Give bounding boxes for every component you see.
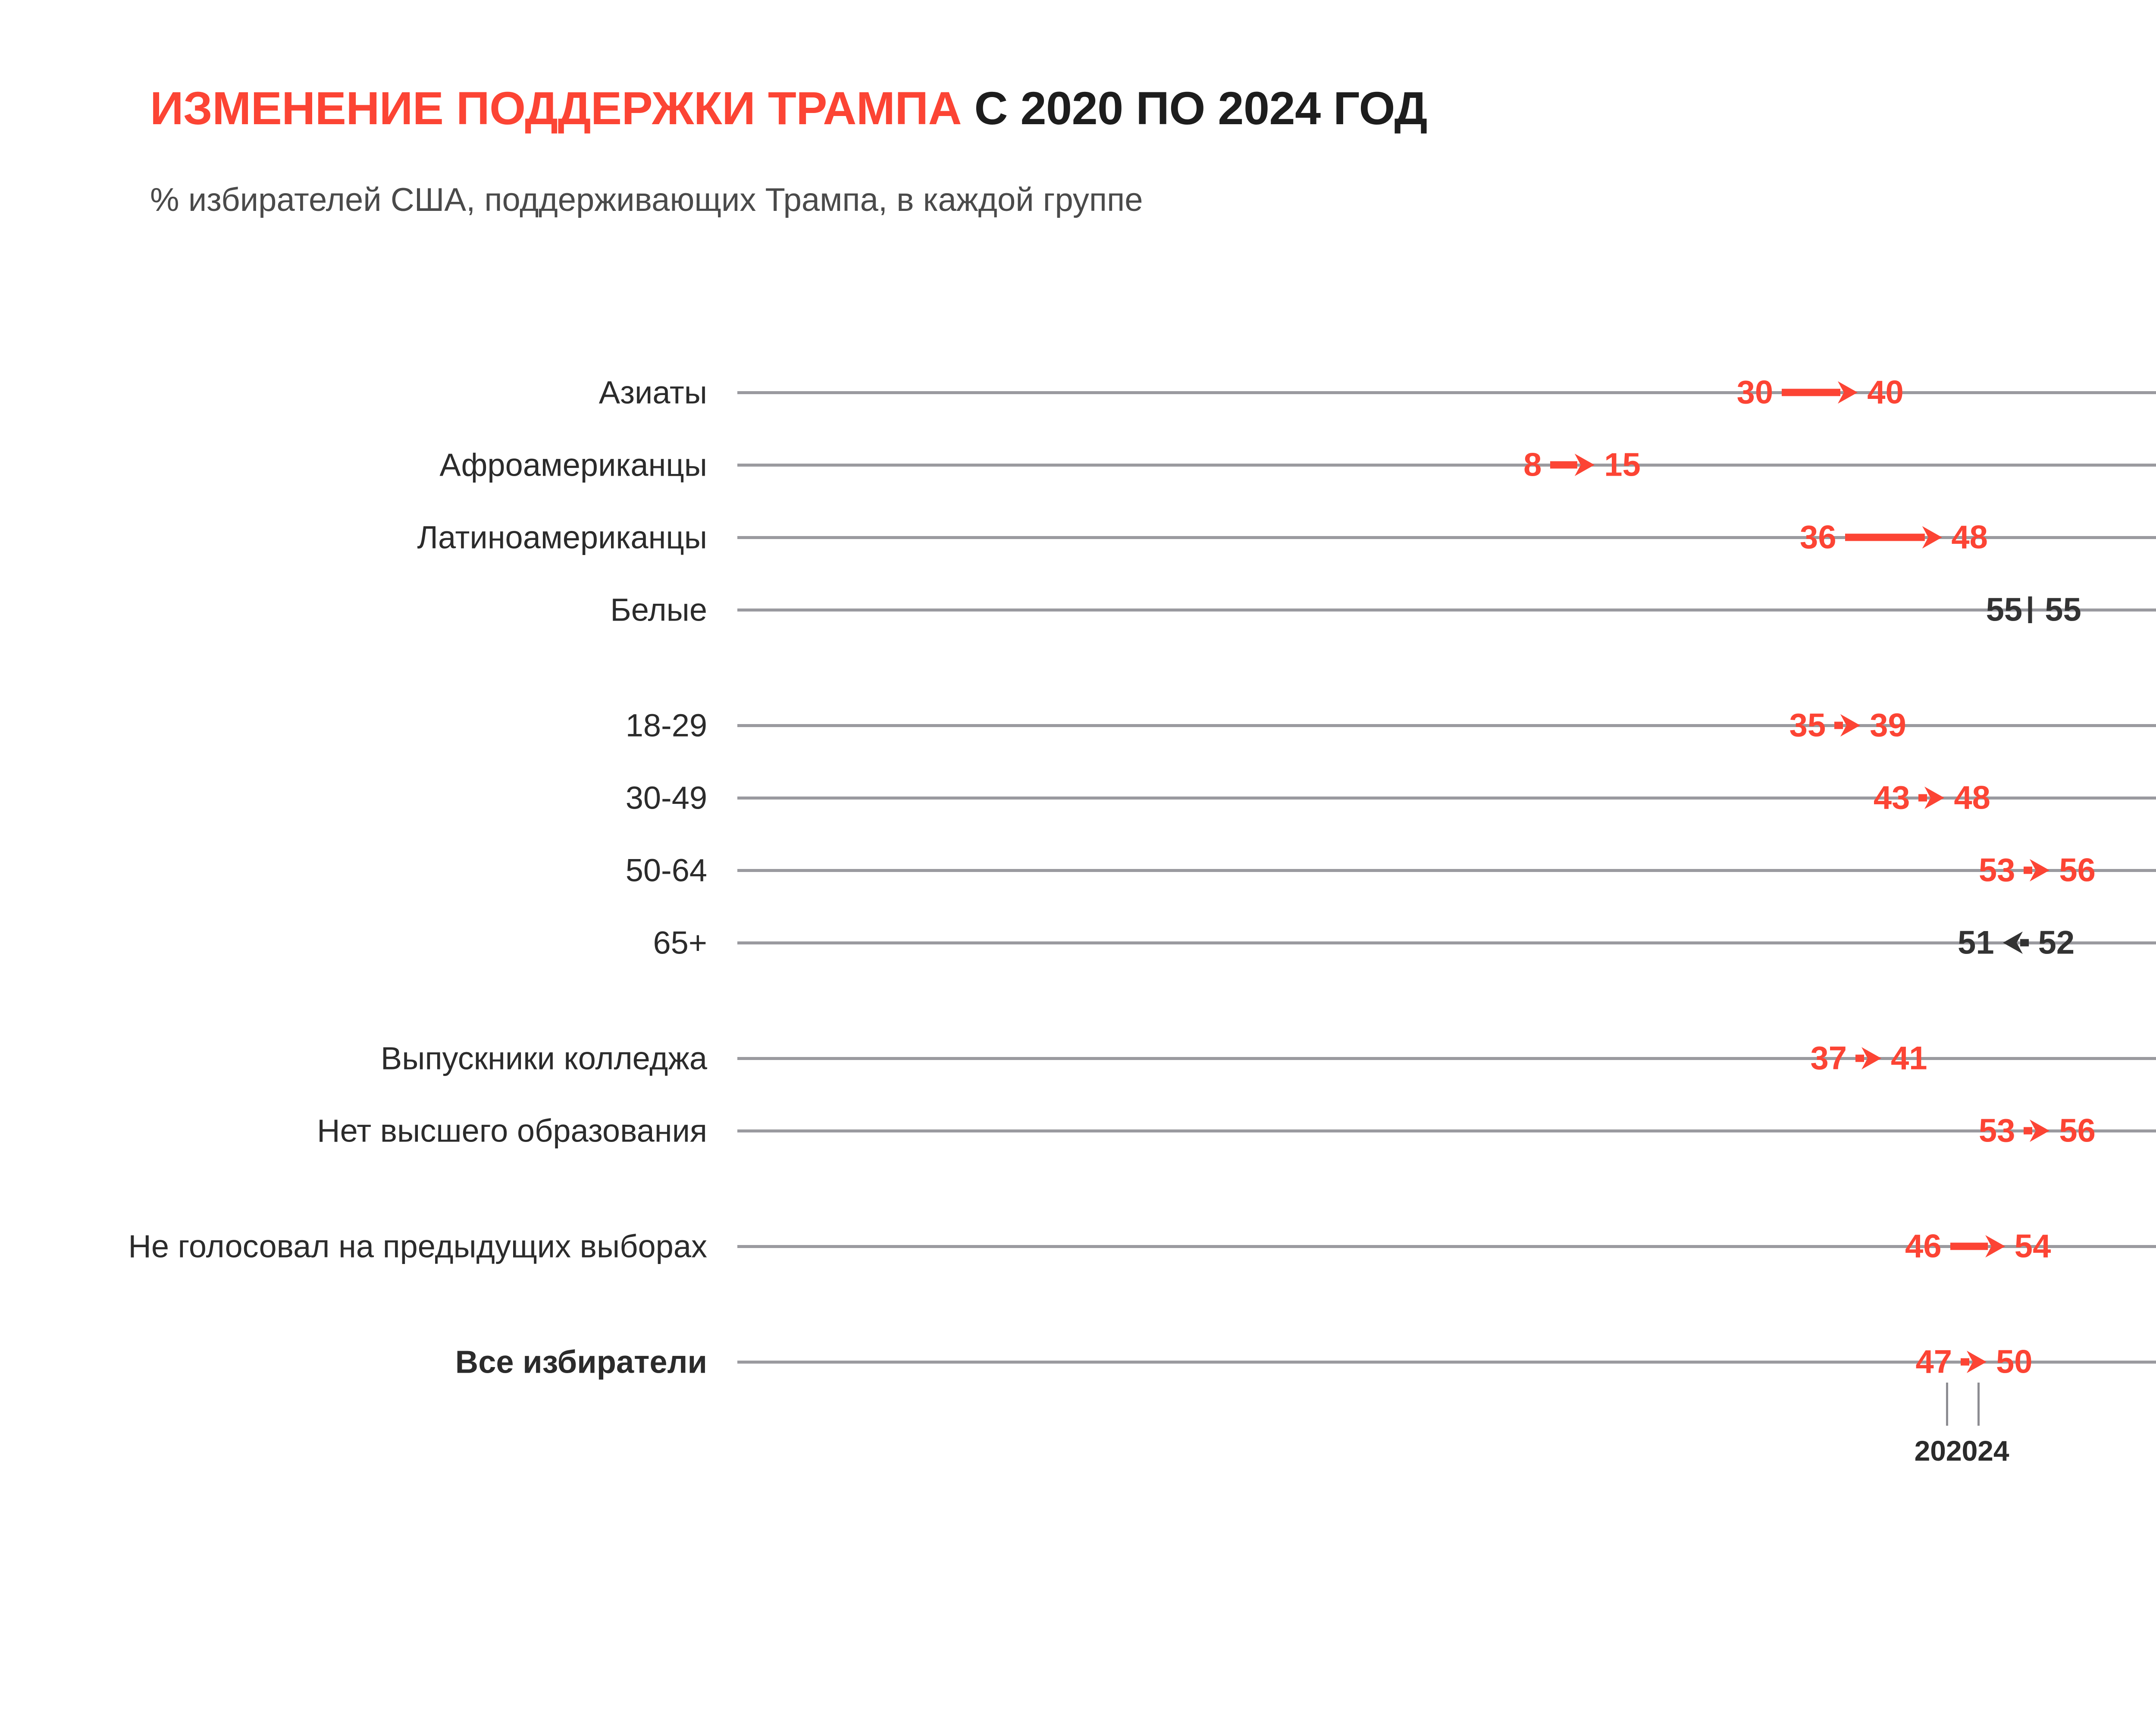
value-2020: 36 [1800, 519, 1836, 556]
value-2020: 30 [1736, 374, 1774, 411]
increase-arrow-icon [1950, 1233, 2005, 1259]
decrease-arrow-icon [2002, 930, 2029, 956]
increase-arrow-icon [1834, 712, 1861, 738]
row-label: Белые [610, 592, 707, 628]
value-2020: 8 [1523, 446, 1542, 483]
year-label-2020: 2020 [1914, 1435, 1978, 1467]
value-2024: 51 [1958, 924, 1994, 961]
row-baseline [737, 1057, 2156, 1060]
row-baseline [737, 1361, 2156, 1364]
value-2024: 48 [1954, 779, 1990, 816]
value-2024: 41 [1891, 1040, 1927, 1077]
value-2020: 43 [1873, 779, 1910, 816]
value-2020: 35 [1789, 707, 1826, 744]
row-label: Выпускники колледжа [380, 1040, 707, 1076]
value-2020: 52 [2038, 924, 2075, 961]
year-label-2024: 2024 [1946, 1435, 2009, 1467]
value-2020: 53 [1978, 1112, 2015, 1149]
row-baseline [737, 869, 2156, 872]
row-label: Все избиратели [455, 1344, 707, 1380]
row-label: 30-49 [625, 780, 707, 816]
value-2024: 56 [2059, 1112, 2096, 1149]
increase-arrow-icon [1550, 452, 1595, 478]
increase-arrow-icon [2024, 857, 2050, 883]
page-subtitle: % избирателей США, поддерживающих Трампа… [150, 182, 1143, 218]
row-baseline [737, 391, 2156, 394]
row-label: Афроамериканцы [439, 447, 707, 483]
value-2024: 48 [1951, 519, 1988, 556]
row-baseline [737, 941, 2156, 944]
row-label: Нет высшего образования [317, 1113, 707, 1149]
row-label: Азиаты [599, 374, 707, 411]
year-axis-tick [1946, 1383, 1948, 1426]
header: ИЗМЕНЕНИЕ ПОДДЕРЖКИ ТРАМПА С 2020 ПО 202… [150, 82, 2156, 134]
row-label: 18-29 [625, 707, 707, 743]
value-2020: 53 [1978, 852, 2015, 889]
row-baseline [737, 536, 2156, 539]
value-2024: 55 [2045, 591, 2081, 628]
row-baseline [737, 797, 2156, 800]
increase-arrow-icon [2024, 1118, 2050, 1144]
page-title-rest: С 2020 ПО 2024 ГОД [961, 82, 1427, 134]
value-2020: 47 [1915, 1343, 1952, 1380]
page-title: ИЗМЕНЕНИЕ ПОДДЕРЖКИ ТРАМПА С 2020 ПО 202… [150, 82, 2156, 134]
value-2024: 56 [2059, 852, 2096, 889]
row-baseline [737, 1245, 2156, 1248]
row-label: Не голосовал на предыдущих выборах [128, 1228, 707, 1264]
row-label: 50-64 [625, 852, 707, 888]
value-2020: 46 [1905, 1228, 1942, 1265]
row-baseline [737, 608, 2156, 612]
value-2020: 55 [1986, 591, 2023, 628]
row-label: Латиноамериканцы [417, 519, 707, 555]
increase-arrow-icon [1961, 1349, 1987, 1375]
value-2024: 50 [1996, 1343, 2033, 1380]
row-baseline [737, 464, 2156, 467]
value-2020: 37 [1810, 1040, 1847, 1077]
no-change-tick [2028, 596, 2032, 623]
value-2024: 54 [2014, 1228, 2051, 1265]
row-baseline [737, 1129, 2156, 1132]
page-title-highlight: ИЗМЕНЕНИЕ ПОДДЕРЖКИ ТРАМПА [150, 82, 962, 134]
row-baseline [737, 724, 2156, 727]
increase-arrow-icon [1918, 785, 1945, 811]
increase-arrow-icon [1845, 524, 1942, 550]
increase-arrow-icon [1782, 380, 1858, 405]
row-label: 65+ [653, 925, 707, 961]
value-2024: 15 [1604, 446, 1641, 483]
value-2024: 39 [1870, 707, 1906, 744]
year-axis-tick [1977, 1383, 1980, 1426]
value-2024: 40 [1867, 374, 1904, 411]
increase-arrow-icon [1855, 1045, 1881, 1071]
